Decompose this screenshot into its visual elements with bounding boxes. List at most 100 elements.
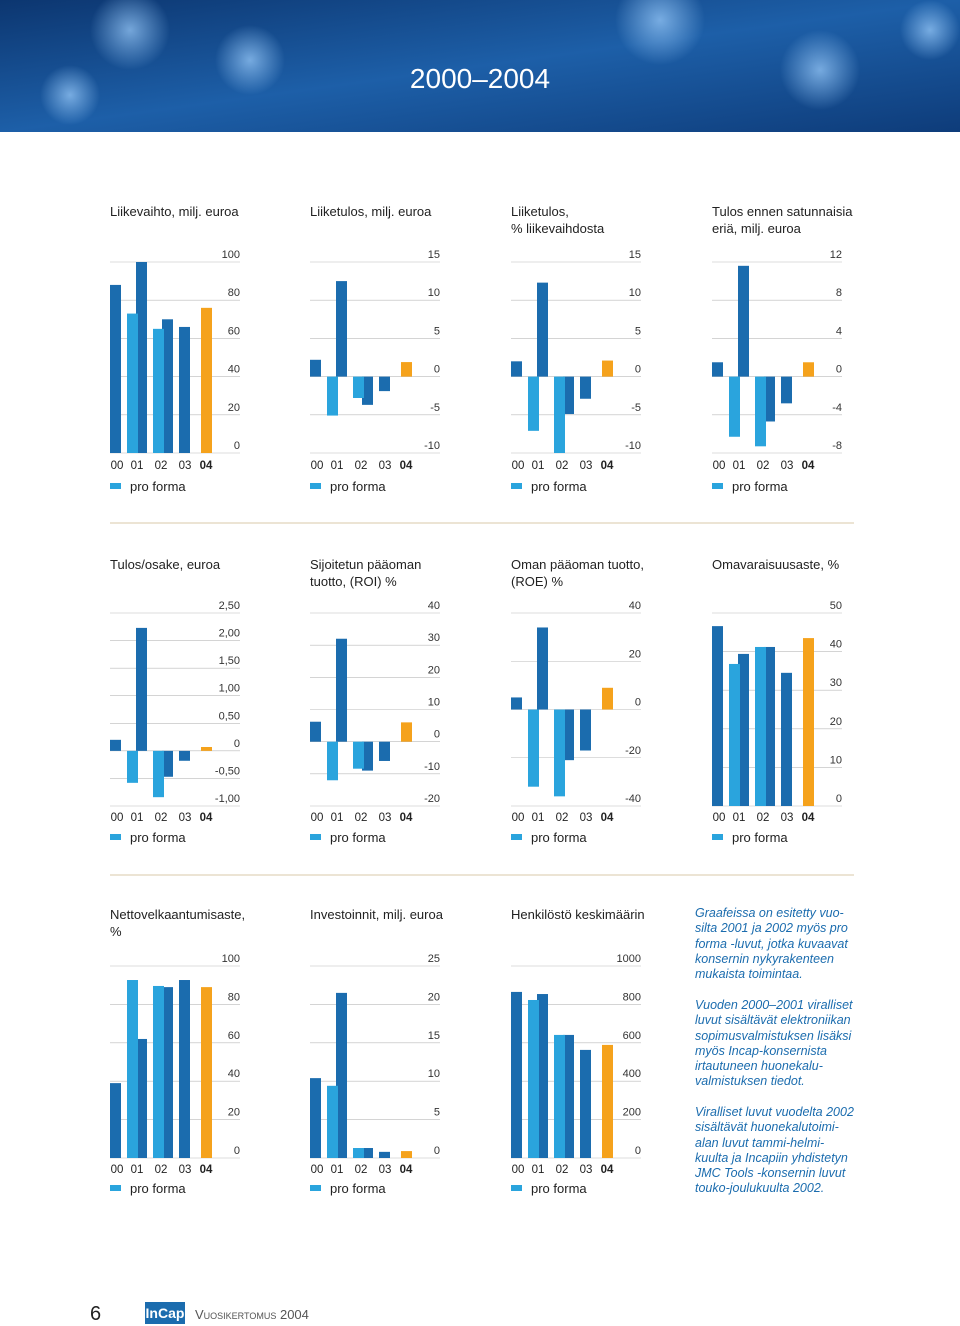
bar bbox=[712, 362, 723, 377]
y-tick-label: 20 bbox=[228, 1107, 240, 1119]
x-tick-label: 03 bbox=[179, 460, 192, 472]
page-number: 6 bbox=[90, 1303, 101, 1325]
bar bbox=[554, 376, 565, 453]
bar bbox=[764, 376, 775, 422]
bar bbox=[127, 750, 138, 783]
y-tick-label: 40 bbox=[830, 639, 842, 651]
y-tick-label: 25 bbox=[428, 953, 440, 965]
legend-label: pro forma bbox=[330, 1181, 386, 1196]
chart-title: Investoinnit, milj. euroa bbox=[310, 907, 443, 922]
x-tick-label: 02 bbox=[757, 460, 770, 472]
x-tick-label: 04 bbox=[802, 460, 815, 472]
page-title: 2000–2004 bbox=[410, 63, 550, 94]
x-tick-label: 01 bbox=[733, 460, 746, 472]
bar bbox=[362, 1148, 373, 1158]
x-tick-label: 04 bbox=[400, 812, 413, 824]
bar bbox=[201, 307, 212, 453]
bar bbox=[353, 1148, 364, 1158]
y-tick-label: -5 bbox=[631, 402, 641, 414]
bar bbox=[554, 1034, 565, 1158]
y-tick-label: 0 bbox=[836, 793, 842, 805]
chart-title: Omavaraisuusaste, % bbox=[712, 557, 840, 572]
legend-swatch bbox=[110, 483, 121, 489]
y-tick-label: 20 bbox=[830, 716, 842, 728]
bar bbox=[336, 281, 347, 377]
x-tick-label: 01 bbox=[131, 812, 144, 824]
bar bbox=[781, 376, 792, 404]
y-tick-label: 0 bbox=[434, 729, 440, 741]
y-tick-label: 1,00 bbox=[219, 683, 240, 695]
x-tick-label: 04 bbox=[200, 460, 213, 472]
x-tick-label: 03 bbox=[379, 812, 392, 824]
legend-label: pro forma bbox=[130, 830, 186, 845]
y-tick-label: 0 bbox=[434, 1145, 440, 1157]
x-tick-label: 02 bbox=[355, 1164, 368, 1176]
bar bbox=[153, 750, 164, 798]
legend-swatch bbox=[511, 834, 522, 840]
bar bbox=[563, 709, 574, 761]
legend-swatch bbox=[511, 483, 522, 489]
y-tick-label: -10 bbox=[424, 761, 440, 773]
y-tick-label: 2,50 bbox=[219, 600, 240, 612]
bar bbox=[563, 376, 574, 415]
x-tick-label: 01 bbox=[331, 812, 344, 824]
logo-box bbox=[145, 1302, 185, 1324]
bar bbox=[537, 627, 548, 710]
bar bbox=[162, 987, 173, 1158]
bar bbox=[201, 746, 212, 751]
x-tick-label: 00 bbox=[512, 1164, 525, 1176]
legend-swatch bbox=[310, 1185, 321, 1191]
y-tick-label: 15 bbox=[428, 1030, 440, 1042]
y-tick-label: 20 bbox=[629, 648, 641, 660]
x-tick-label: 04 bbox=[200, 812, 213, 824]
publication: Vuosikertomus 2004 bbox=[195, 1307, 309, 1322]
chart-title: Nettovelkaantumisaste, % bbox=[110, 907, 246, 939]
x-tick-label: 00 bbox=[311, 460, 324, 472]
y-tick-label: 1000 bbox=[617, 953, 641, 965]
legend-swatch bbox=[712, 483, 723, 489]
legend-swatch bbox=[310, 834, 321, 840]
bar bbox=[153, 328, 164, 453]
bar bbox=[511, 697, 522, 710]
bar bbox=[803, 638, 814, 806]
x-tick-label: 02 bbox=[757, 812, 770, 824]
bar bbox=[336, 992, 347, 1158]
bar bbox=[511, 991, 522, 1158]
x-tick-label: 04 bbox=[601, 812, 614, 824]
y-tick-label: 30 bbox=[830, 677, 842, 689]
y-tick-label: 0 bbox=[635, 1145, 641, 1157]
chart-title: Oman pääoman tuotto, (ROE) % bbox=[511, 557, 644, 589]
x-tick-label: 02 bbox=[355, 460, 368, 472]
bar bbox=[580, 376, 591, 399]
chart-title: Sijoitetun pääoman tuotto, (ROI) % bbox=[310, 557, 422, 589]
bar bbox=[563, 1034, 574, 1158]
bar bbox=[127, 980, 138, 1158]
bar bbox=[110, 739, 121, 751]
y-tick-label: 5 bbox=[434, 325, 440, 337]
legend-label: pro forma bbox=[531, 830, 587, 845]
bar bbox=[602, 687, 613, 710]
x-tick-label: 03 bbox=[781, 812, 794, 824]
x-tick-label: 02 bbox=[155, 812, 168, 824]
legend-label: pro forma bbox=[531, 1181, 587, 1196]
x-tick-label: 04 bbox=[601, 460, 614, 472]
bar bbox=[803, 362, 814, 377]
bar bbox=[554, 709, 565, 797]
y-tick-label: -4 bbox=[832, 402, 842, 414]
y-tick-label: 40 bbox=[228, 1068, 240, 1080]
note: Graafeissa on esitetty vuo- silta 2001 j… bbox=[695, 906, 848, 982]
bar bbox=[336, 638, 347, 742]
banner-decoration bbox=[40, 0, 960, 125]
chart-title: Liiketulos, % liikevaihdosta bbox=[511, 204, 605, 236]
x-tick-label: 00 bbox=[111, 1164, 124, 1176]
y-tick-label: 0 bbox=[234, 440, 240, 452]
x-tick-label: 00 bbox=[512, 460, 525, 472]
x-tick-label: 00 bbox=[311, 1164, 324, 1176]
bar bbox=[379, 1151, 390, 1158]
y-tick-label: 600 bbox=[623, 1030, 641, 1042]
x-tick-label: 01 bbox=[331, 460, 344, 472]
y-tick-label: -10 bbox=[625, 440, 641, 452]
note: Vuoden 2000–2001 viralliset luvut sisält… bbox=[695, 998, 853, 1089]
y-tick-label: 15 bbox=[629, 249, 641, 261]
y-tick-label: 5 bbox=[635, 325, 641, 337]
